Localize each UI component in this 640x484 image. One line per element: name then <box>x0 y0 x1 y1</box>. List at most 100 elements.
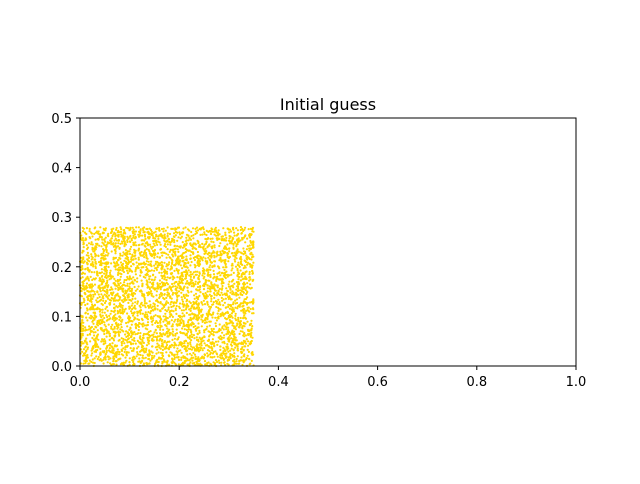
scatter-point <box>90 264 93 267</box>
scatter-point <box>184 247 187 251</box>
scatter-point <box>237 261 240 264</box>
scatter-point <box>148 235 151 239</box>
scatter-point <box>174 318 177 321</box>
scatter-point <box>182 320 185 323</box>
scatter-point <box>98 322 101 325</box>
scatter-point <box>110 250 113 253</box>
scatter-point <box>137 233 140 236</box>
scatter-point <box>139 353 142 357</box>
scatter-point <box>213 246 216 249</box>
scatter-point <box>157 351 160 354</box>
scatter-point <box>152 356 155 359</box>
scatter-point <box>228 234 231 238</box>
scatter-point <box>216 343 219 346</box>
scatter-point <box>88 230 91 233</box>
scatter-point <box>193 313 196 316</box>
scatter-point <box>223 342 226 345</box>
scatter-point <box>196 359 199 363</box>
scatter-point <box>148 275 151 278</box>
scatter-point <box>229 349 232 352</box>
scatter-point <box>209 307 212 310</box>
scatter-point <box>195 346 198 349</box>
scatter-point <box>230 298 233 301</box>
scatter-point <box>156 243 159 246</box>
scatter-point <box>189 343 192 346</box>
scatter-point <box>128 357 131 360</box>
scatter-point <box>131 333 134 336</box>
scatter-point <box>204 247 207 250</box>
scatter-point <box>208 350 211 353</box>
scatter-point <box>150 292 153 295</box>
scatter-point <box>125 321 128 325</box>
scatter-point <box>175 280 178 284</box>
scatter-point <box>115 323 118 326</box>
scatter-point <box>131 359 134 362</box>
scatter-point <box>125 278 128 282</box>
scatter-point <box>235 234 238 237</box>
scatter-point <box>136 351 139 354</box>
scatter-point <box>171 237 174 241</box>
scatter-point <box>247 256 250 260</box>
scatter-point <box>134 301 137 304</box>
scatter-point <box>184 277 188 280</box>
scatter-point <box>104 307 107 310</box>
scatter-point <box>179 264 182 267</box>
scatter-point <box>231 353 234 356</box>
scatter-point <box>105 284 108 287</box>
scatter-point <box>234 299 237 302</box>
scatter-point <box>149 334 152 337</box>
scatter-point <box>94 226 97 229</box>
scatter-point <box>191 335 194 338</box>
scatter-point <box>154 314 157 317</box>
scatter-point <box>140 279 143 282</box>
scatter-point <box>126 269 129 272</box>
scatter-point <box>240 347 243 350</box>
scatter-point <box>226 362 229 365</box>
scatter-point <box>166 291 169 294</box>
scatter-point <box>232 337 235 340</box>
scatter-point <box>220 272 223 275</box>
scatter-point <box>227 260 230 263</box>
scatter-point <box>115 317 118 320</box>
scatter-point <box>187 330 190 333</box>
scatter-point <box>87 294 90 297</box>
scatter-point <box>166 288 169 291</box>
scatter-point <box>194 283 197 286</box>
scatter-point <box>243 281 246 284</box>
scatter-point <box>172 235 175 238</box>
scatter-point <box>94 331 97 334</box>
scatter-point <box>194 255 197 259</box>
scatter-point <box>135 244 138 247</box>
scatter-point <box>157 344 160 347</box>
scatter-point <box>236 349 239 352</box>
scatter-point <box>113 244 117 247</box>
scatter-point <box>185 269 188 272</box>
scatter-point <box>160 345 163 348</box>
scatter-point <box>105 332 108 335</box>
scatter-point <box>131 280 134 283</box>
scatter-point <box>247 350 250 353</box>
scatter-point <box>97 355 100 359</box>
scatter-point <box>125 351 128 354</box>
scatter-point <box>85 316 88 319</box>
scatter-point <box>192 300 195 304</box>
scatter-point <box>210 297 213 300</box>
scatter-point <box>231 236 234 239</box>
scatter-point <box>211 329 214 332</box>
scatter-point <box>197 322 200 325</box>
scatter-point <box>194 355 197 358</box>
scatter-point <box>146 318 150 321</box>
scatter-point <box>202 228 205 231</box>
scatter-point <box>236 263 239 266</box>
scatter-point <box>119 305 122 308</box>
scatter-point <box>236 355 239 358</box>
scatter-point <box>185 282 188 285</box>
scatter-point <box>178 233 182 236</box>
scatter-point <box>87 242 91 245</box>
scatter-point <box>136 280 139 283</box>
scatter-point <box>190 348 193 351</box>
scatter-point <box>230 269 233 272</box>
scatter-point <box>226 348 229 351</box>
scatter-point <box>87 269 90 272</box>
scatter-point <box>158 271 161 274</box>
